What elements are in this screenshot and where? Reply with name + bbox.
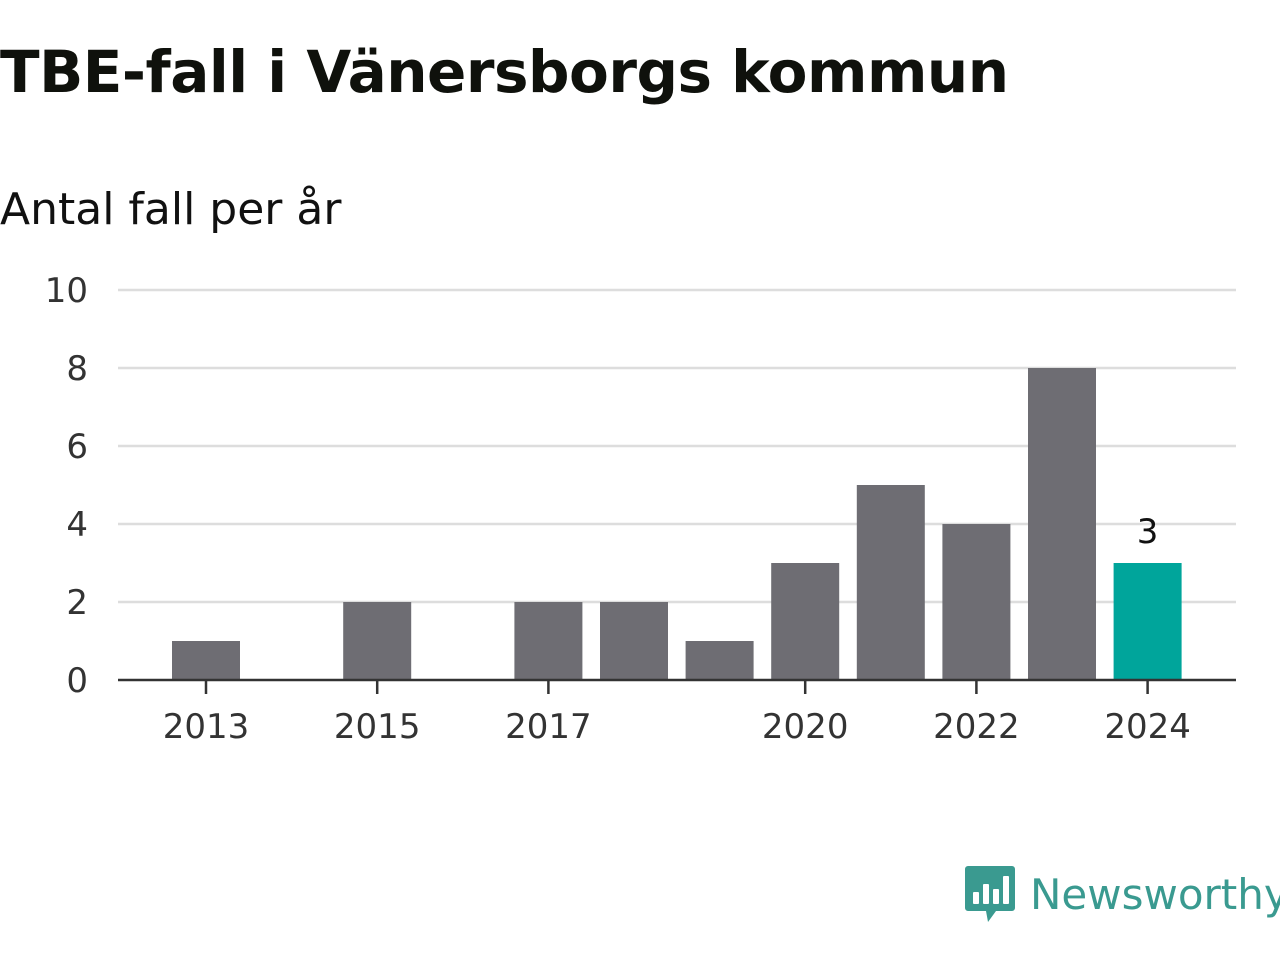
bar-2021 xyxy=(856,485,925,680)
bar-2020 xyxy=(771,563,840,680)
bar-2024 xyxy=(1113,563,1182,680)
chart-subtitle: Antal fall per år xyxy=(0,184,342,235)
newsworthy-logo-icon xyxy=(965,866,1015,922)
x-tick-label: 2013 xyxy=(163,707,250,747)
y-tick-label: 6 xyxy=(66,427,88,467)
axes xyxy=(118,678,1236,694)
bar-2015 xyxy=(343,602,412,680)
x-tick-label: 2020 xyxy=(762,707,849,747)
y-tick-label: 10 xyxy=(45,271,88,311)
x-tick-label: 2015 xyxy=(334,707,421,747)
chart-title: TBE-fall i Vänersborgs kommun xyxy=(0,38,1009,106)
newsworthy-logo: Newsworthy xyxy=(964,864,1280,924)
x-tick-label: 2022 xyxy=(933,707,1020,747)
bar-2023 xyxy=(1028,368,1096,680)
bars xyxy=(172,368,1182,680)
x-tick-label: 2024 xyxy=(1104,707,1191,747)
newsworthy-logo-text: Newsworthy xyxy=(1030,869,1280,919)
y-tick-label: 8 xyxy=(66,349,88,389)
data-label-2024: 3 xyxy=(1137,512,1159,552)
bar-2018 xyxy=(600,602,668,680)
labels: 0 2 4 6 8 10 3 2013 2015 2017 2020 2022 2024 xyxy=(45,271,1191,747)
bar-2022 xyxy=(942,524,1011,680)
y-tick-label: 0 xyxy=(66,661,88,701)
x-tick-label: 2017 xyxy=(505,707,592,747)
bar-2013 xyxy=(172,641,240,680)
y-tick-label: 2 xyxy=(66,583,88,623)
y-tick-label: 4 xyxy=(66,505,88,545)
bar-2017 xyxy=(514,602,583,680)
bar-2019 xyxy=(685,641,754,680)
